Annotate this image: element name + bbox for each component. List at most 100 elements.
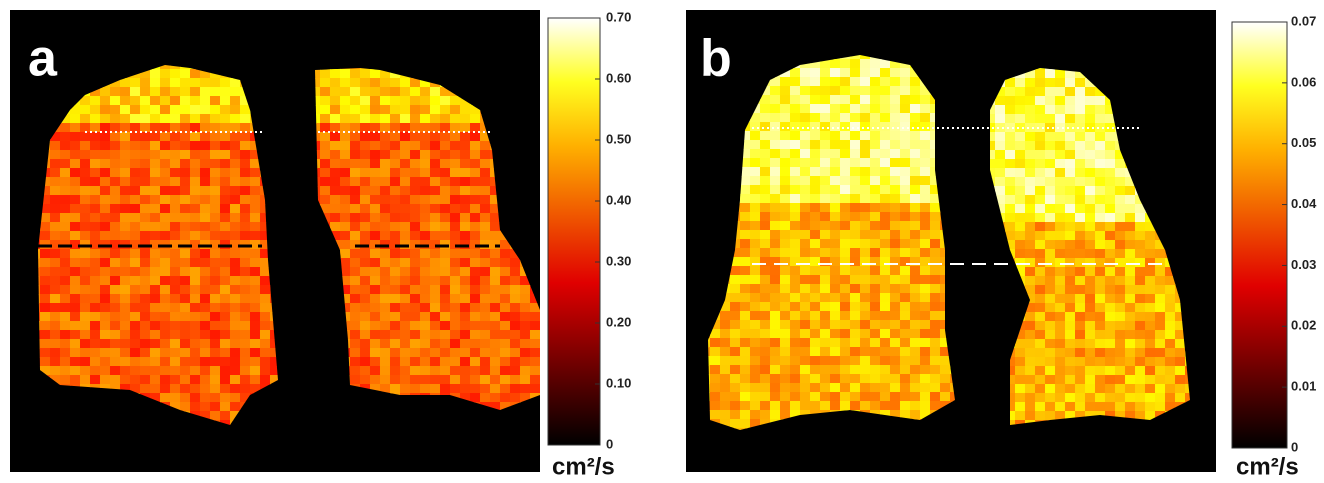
image-pixel bbox=[350, 321, 361, 331]
image-pixel bbox=[450, 294, 461, 304]
image-pixel bbox=[810, 284, 821, 294]
image-pixel bbox=[60, 168, 71, 178]
image-pixel bbox=[440, 249, 451, 259]
image-pixel bbox=[740, 302, 751, 312]
image-pixel bbox=[830, 320, 841, 330]
image-pixel bbox=[910, 392, 921, 402]
image-pixel bbox=[110, 114, 121, 124]
image-pixel bbox=[1045, 267, 1056, 277]
image-pixel bbox=[40, 330, 51, 340]
image-pixel bbox=[750, 383, 761, 393]
image-pixel bbox=[470, 249, 481, 259]
image-pixel bbox=[50, 348, 61, 358]
image-pixel bbox=[370, 177, 381, 187]
image-pixel bbox=[230, 384, 241, 394]
image-pixel bbox=[890, 392, 901, 402]
image-pixel bbox=[370, 186, 381, 196]
image-pixel bbox=[500, 258, 511, 268]
image-pixel bbox=[360, 150, 371, 160]
image-pixel bbox=[870, 158, 881, 168]
image-pixel bbox=[1015, 249, 1026, 259]
image-pixel bbox=[230, 348, 241, 358]
image-pixel bbox=[1075, 312, 1086, 322]
image-pixel bbox=[400, 231, 411, 241]
image-pixel bbox=[360, 213, 371, 223]
image-pixel bbox=[200, 159, 211, 169]
image-pixel bbox=[1095, 258, 1106, 268]
image-pixel bbox=[995, 159, 1006, 169]
image-pixel bbox=[1055, 348, 1066, 358]
image-pixel bbox=[770, 401, 781, 411]
image-pixel bbox=[350, 168, 361, 178]
image-pixel bbox=[1175, 393, 1186, 403]
image-pixel bbox=[1125, 195, 1136, 205]
image-pixel bbox=[390, 222, 401, 232]
image-pixel bbox=[170, 339, 181, 349]
image-pixel bbox=[840, 149, 851, 159]
image-pixel bbox=[850, 221, 861, 231]
image-pixel bbox=[1065, 267, 1076, 277]
image-pixel bbox=[1095, 177, 1106, 187]
image-pixel bbox=[740, 284, 751, 294]
image-pixel bbox=[830, 185, 841, 195]
image-pixel bbox=[760, 194, 771, 204]
image-pixel bbox=[920, 356, 931, 366]
image-pixel bbox=[490, 276, 501, 286]
image-pixel bbox=[830, 230, 841, 240]
image-pixel bbox=[210, 276, 221, 286]
image-pixel bbox=[1035, 186, 1046, 196]
image-pixel bbox=[1025, 159, 1036, 169]
image-pixel bbox=[890, 113, 901, 123]
image-pixel bbox=[340, 132, 351, 142]
image-pixel bbox=[60, 231, 71, 241]
image-pixel bbox=[210, 114, 221, 124]
image-pixel bbox=[900, 266, 911, 276]
image-pixel bbox=[790, 149, 801, 159]
image-pixel bbox=[790, 131, 801, 141]
image-pixel bbox=[480, 150, 491, 160]
image-pixel bbox=[190, 231, 201, 241]
image-pixel bbox=[890, 284, 901, 294]
image-pixel bbox=[430, 195, 441, 205]
image-pixel bbox=[740, 311, 751, 321]
image-pixel bbox=[840, 275, 851, 285]
image-pixel bbox=[400, 267, 411, 277]
image-pixel bbox=[470, 159, 481, 169]
image-pixel bbox=[870, 338, 881, 348]
image-pixel bbox=[180, 294, 191, 304]
image-pixel bbox=[880, 338, 891, 348]
image-pixel bbox=[380, 213, 391, 223]
image-pixel bbox=[460, 294, 471, 304]
image-pixel bbox=[350, 366, 361, 376]
image-pixel bbox=[160, 96, 171, 106]
image-pixel bbox=[770, 329, 781, 339]
image-pixel bbox=[90, 294, 101, 304]
image-pixel bbox=[380, 195, 391, 205]
image-pixel bbox=[440, 384, 451, 394]
image-pixel bbox=[890, 77, 901, 87]
image-pixel bbox=[1045, 240, 1056, 250]
image-pixel bbox=[870, 374, 881, 384]
image-pixel bbox=[995, 105, 1006, 115]
image-pixel bbox=[1025, 186, 1036, 196]
image-pixel bbox=[510, 294, 521, 304]
image-pixel bbox=[440, 276, 451, 286]
image-pixel bbox=[220, 222, 231, 232]
image-pixel bbox=[510, 276, 521, 286]
image-pixel bbox=[780, 374, 791, 384]
image-pixel bbox=[1085, 348, 1096, 358]
image-pixel bbox=[870, 176, 881, 186]
image-pixel bbox=[900, 185, 911, 195]
image-pixel bbox=[830, 194, 841, 204]
image-pixel bbox=[480, 222, 491, 232]
image-pixel bbox=[930, 230, 941, 240]
image-pixel bbox=[250, 285, 261, 295]
image-pixel bbox=[340, 78, 351, 88]
image-pixel bbox=[240, 357, 251, 367]
image-pixel bbox=[450, 375, 461, 385]
image-pixel bbox=[710, 392, 721, 402]
image-pixel bbox=[840, 122, 851, 132]
image-pixel bbox=[370, 69, 381, 79]
image-pixel bbox=[830, 95, 841, 105]
image-pixel bbox=[180, 249, 191, 259]
